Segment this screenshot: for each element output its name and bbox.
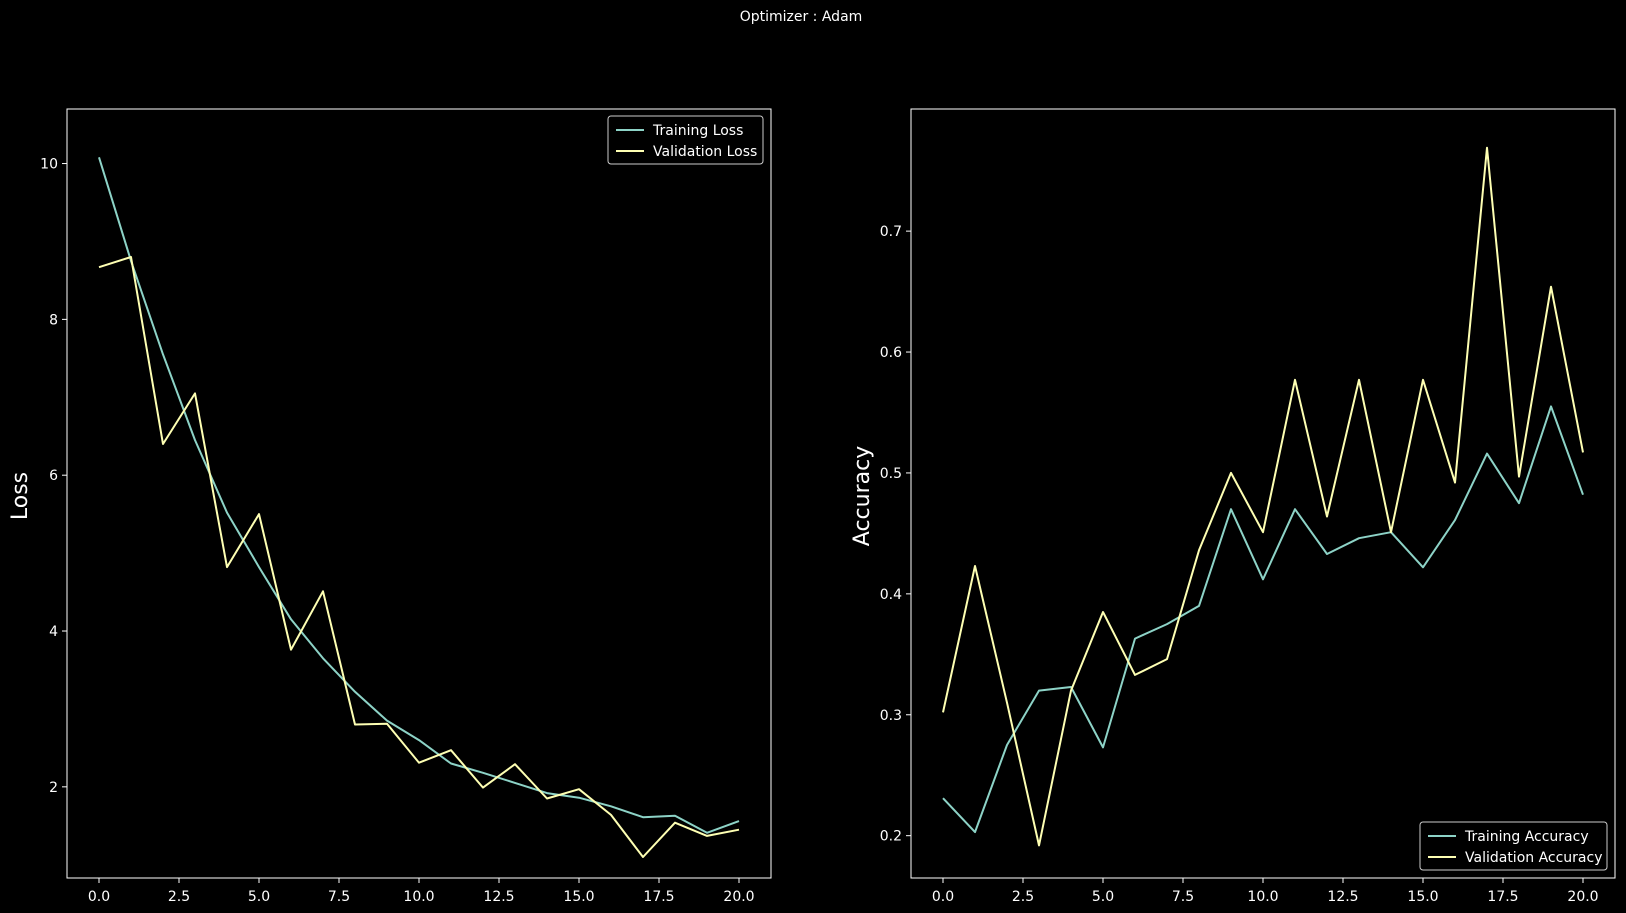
accuracy-x-tick-label: 20.0 <box>1567 889 1598 905</box>
training-accuracy-line <box>942 405 1584 834</box>
accuracy-x-tick-label: 2.5 <box>1012 889 1034 905</box>
loss-x-tick-label: 17.5 <box>643 889 674 905</box>
loss-y-tick-label: 8 <box>49 312 58 328</box>
validation-loss-line <box>98 256 740 858</box>
accuracy-y-tick-label: 0.3 <box>880 708 902 724</box>
accuracy-legend-label: Training Accuracy <box>1464 829 1589 845</box>
accuracy-x-tick-label: 10.0 <box>1247 889 1278 905</box>
accuracy-y-tick-label: 0.2 <box>880 829 902 845</box>
accuracy-y-tick-label: 0.7 <box>880 224 902 240</box>
accuracy-legend-label: Validation Accuracy <box>1465 850 1603 866</box>
loss-x-tick-label: 20.0 <box>723 889 754 905</box>
loss-legend-label: Validation Loss <box>653 144 757 160</box>
loss-legend-box <box>607 115 764 165</box>
loss-y-axis: 2 4 6 8 10 <box>40 157 67 796</box>
loss-y-tick-label: 4 <box>49 624 58 640</box>
loss-x-tick-label: 5.0 <box>248 889 270 905</box>
accuracy-y-axis: 0.2 0.3 0.4 0.5 0.6 0.7 <box>880 224 911 845</box>
loss-x-tick-label: 10.0 <box>403 889 434 905</box>
accuracy-series <box>942 146 1584 847</box>
training-loss-line <box>98 157 740 834</box>
loss-x-tick-label: 12.5 <box>483 889 514 905</box>
loss-x-tick-label: 0.0 <box>88 889 110 905</box>
loss-x-tick-label: 7.5 <box>328 889 350 905</box>
accuracy-x-tick-label: 0.0 <box>932 889 954 905</box>
loss-x-tick-label: 15.0 <box>563 889 594 905</box>
accuracy-x-tick-label: 17.5 <box>1487 889 1518 905</box>
loss-x-axis: 0.0 2.5 5.0 7.5 10.0 12.5 15.0 17.5 20.0 <box>88 878 755 905</box>
loss-y-tick-label: 6 <box>49 468 58 484</box>
figure-suptitle: Optimizer : Adam <box>740 9 863 25</box>
loss-series <box>98 157 740 858</box>
accuracy-x-axis: 0.0 2.5 5.0 7.5 10.0 12.5 15.0 17.5 20.0 <box>932 878 1599 905</box>
accuracy-y-tick-label: 0.5 <box>880 466 902 482</box>
accuracy-x-tick-label: 12.5 <box>1327 889 1358 905</box>
loss-y-tick-label: 2 <box>49 780 58 796</box>
accuracy-y-axis-label: Accuracy <box>850 446 875 546</box>
accuracy-x-tick-label: 7.5 <box>1172 889 1194 905</box>
accuracy-chart: 0.2 0.3 0.4 0.5 0.6 0.7 0.0 2.5 5.0 7.5 10.0 12.5 1… <box>850 108 1616 905</box>
loss-legend-label: Training Loss <box>652 123 743 139</box>
validation-accuracy-line <box>942 146 1584 847</box>
accuracy-legend-box <box>1419 821 1608 871</box>
loss-y-tick-label: 10 <box>40 157 58 173</box>
accuracy-legend: Training Accuracy Validation Accuracy <box>1419 821 1608 871</box>
loss-x-tick-label: 2.5 <box>168 889 190 905</box>
loss-y-axis-label: Loss <box>8 472 33 520</box>
accuracy-x-tick-label: 5.0 <box>1092 889 1114 905</box>
accuracy-y-tick-label: 0.6 <box>880 345 902 361</box>
accuracy-y-tick-label: 0.4 <box>880 587 902 603</box>
accuracy-x-tick-label: 15.0 <box>1407 889 1438 905</box>
loss-legend: Training Loss Validation Loss <box>607 115 764 165</box>
